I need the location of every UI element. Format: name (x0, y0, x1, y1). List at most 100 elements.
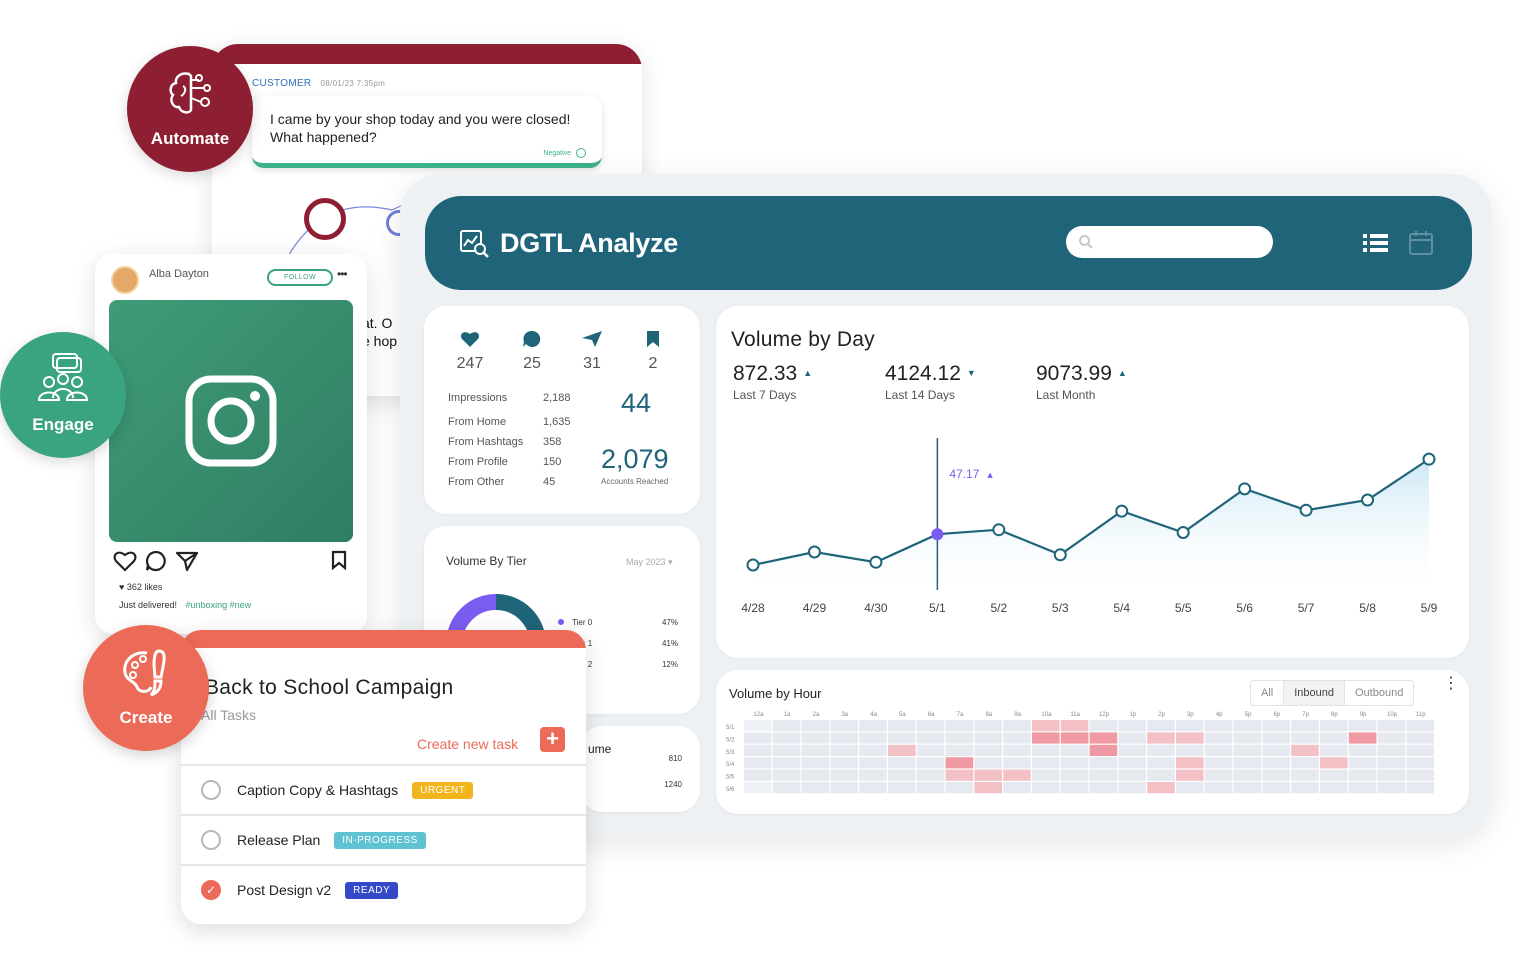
heatmap-cell[interactable] (1118, 732, 1146, 744)
heatmap-cell[interactable] (1262, 769, 1290, 781)
engage-badge[interactable]: Engage (0, 332, 126, 458)
heatmap-cell[interactable] (888, 744, 916, 756)
heatmap-cell[interactable] (1262, 732, 1290, 744)
heatmap-cell[interactable] (888, 757, 916, 769)
list-view-icon[interactable] (1363, 232, 1389, 254)
heatmap-cell[interactable] (859, 757, 887, 769)
heatmap-cell[interactable] (1406, 782, 1434, 794)
heatmap-cell[interactable] (1377, 769, 1406, 781)
volume-by-day-chart[interactable]: 4/28 4/29 4/30 5/1 5/2 5/3 5/4 5/5 5/6 5/7 5/8 5/9 4… (716, 426, 1469, 626)
chart-point[interactable] (1361, 493, 1375, 507)
chart-point[interactable] (992, 523, 1006, 537)
heatmap-cell[interactable] (1032, 769, 1060, 781)
heatmap-cell[interactable] (772, 769, 801, 781)
heatmap-cell[interactable] (1320, 744, 1348, 756)
heatmap-cell[interactable] (1233, 769, 1262, 781)
heatmap-cell[interactable] (1003, 757, 1031, 769)
heatmap-cell[interactable] (916, 744, 945, 756)
heatmap-cell[interactable] (945, 769, 974, 781)
heatmap-cell[interactable] (830, 732, 858, 744)
heatmap-cell[interactable] (1377, 720, 1406, 732)
heatmap-cell[interactable] (1176, 757, 1204, 769)
tier-date-select[interactable]: May 2023 ▾ (626, 557, 673, 567)
heatmap-cell[interactable] (801, 757, 830, 769)
heatmap-cell[interactable] (974, 757, 1002, 769)
heatmap-cell[interactable] (801, 720, 830, 732)
heatmap-cell[interactable] (1291, 769, 1319, 781)
heatmap-cell[interactable] (744, 757, 772, 769)
checked-checkbox[interactable]: ✓ (201, 880, 221, 900)
heatmap-cell[interactable] (1032, 782, 1060, 794)
heatmap-cell[interactable] (1003, 769, 1031, 781)
heatmap-cell[interactable] (830, 744, 858, 756)
heatmap-cell[interactable] (1377, 744, 1406, 756)
heatmap-cell[interactable] (916, 757, 945, 769)
heatmap-cell[interactable] (1118, 757, 1146, 769)
heatmap-cell[interactable] (830, 769, 858, 781)
heatmap-cell[interactable] (772, 782, 801, 794)
heatmap-cell[interactable] (1320, 732, 1348, 744)
heatmap-cell[interactable] (1176, 769, 1204, 781)
caption-hashtags[interactable]: #unboxing #new (185, 600, 252, 610)
heatmap-cell[interactable] (974, 782, 1002, 794)
heatmap-cell[interactable] (1204, 732, 1233, 744)
heatmap-cell[interactable] (1348, 782, 1377, 794)
heatmap-cell[interactable] (1348, 744, 1377, 756)
heatmap-cell[interactable] (1003, 732, 1031, 744)
heatmap-cell[interactable] (1147, 744, 1175, 756)
heatmap-cell[interactable] (772, 732, 801, 744)
create-badge[interactable]: Create (83, 625, 209, 751)
heatmap-cell[interactable] (1320, 769, 1348, 781)
follow-button[interactable]: FOLLOW (267, 269, 333, 286)
heatmap-cell[interactable] (1089, 769, 1118, 781)
kebab-menu-icon[interactable]: ⋮ (1443, 675, 1459, 692)
heatmap-cell[interactable] (1089, 757, 1118, 769)
heatmap-cell[interactable] (1176, 720, 1204, 732)
heatmap-cell[interactable] (859, 782, 887, 794)
chart-point[interactable] (1299, 503, 1313, 517)
heatmap-cell[interactable] (830, 720, 858, 732)
heatmap-cell[interactable] (1320, 782, 1348, 794)
heatmap-cell[interactable] (1262, 782, 1290, 794)
heatmap-cell[interactable] (744, 732, 772, 744)
heatmap-cell[interactable] (744, 744, 772, 756)
heatmap-cell[interactable] (801, 769, 830, 781)
heatmap-cell[interactable] (1176, 782, 1204, 794)
heatmap-cell[interactable] (974, 744, 1002, 756)
heart-icon[interactable] (113, 550, 137, 572)
heatmap-cell[interactable] (1060, 757, 1089, 769)
post-username[interactable]: Alba Dayton (149, 268, 209, 280)
heatmap-cell[interactable] (1291, 782, 1319, 794)
heatmap-cell[interactable] (859, 744, 887, 756)
heatmap-cell[interactable] (1406, 732, 1434, 744)
heatmap-cell[interactable] (1291, 732, 1319, 744)
chat-message-bubble[interactable]: I came by your shop today and you were c… (252, 96, 602, 168)
chart-point[interactable] (1422, 452, 1436, 466)
heatmap-cell[interactable] (1147, 732, 1175, 744)
avatar[interactable] (111, 266, 139, 294)
heatmap-cell[interactable] (1060, 782, 1089, 794)
heatmap-cell[interactable] (1089, 720, 1118, 732)
post-image[interactable] (109, 300, 353, 542)
chart-point[interactable] (1053, 548, 1067, 562)
heatmap-cell[interactable] (1060, 720, 1089, 732)
heatmap-cell[interactable] (1089, 744, 1118, 756)
comment-icon[interactable] (145, 550, 167, 572)
heatmap-cell[interactable] (974, 720, 1002, 732)
heatmap-cell[interactable] (772, 744, 801, 756)
add-task-button[interactable]: + (540, 727, 565, 752)
heatmap-cell[interactable] (888, 732, 916, 744)
tasks-filter-label[interactable]: All Tasks (201, 707, 256, 723)
tab-outbound[interactable]: Outbound (1355, 687, 1404, 699)
task-row[interactable]: ✓ Post Design v2 READY (181, 864, 586, 914)
heatmap-cell[interactable] (1032, 732, 1060, 744)
create-task-link[interactable]: Create new task (417, 736, 519, 752)
heatmap-cell[interactable] (1032, 744, 1060, 756)
heatmap-cell[interactable] (1348, 720, 1377, 732)
heatmap-cell[interactable] (1348, 732, 1377, 744)
heatmap-cell[interactable] (916, 720, 945, 732)
heatmap-cell[interactable] (1204, 720, 1233, 732)
heatmap-cell[interactable] (1348, 769, 1377, 781)
heatmap-cell[interactable] (744, 782, 772, 794)
heatmap-cell[interactable] (1291, 720, 1319, 732)
